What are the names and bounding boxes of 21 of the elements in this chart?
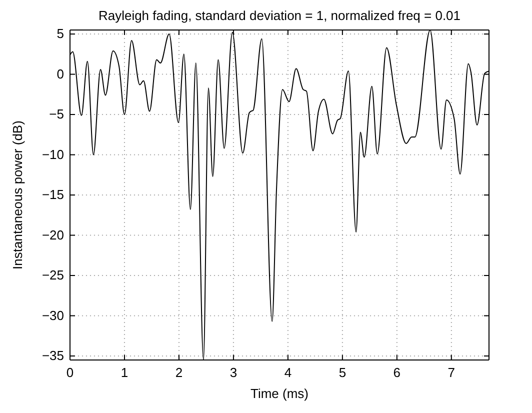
x-tick-label: 1 xyxy=(120,365,128,380)
x-tick-label: 7 xyxy=(448,365,456,380)
line-series xyxy=(70,30,490,360)
x-axis-title: Time (ms) xyxy=(250,386,309,401)
y-axis-title: Instantaneous power (dB) xyxy=(10,120,25,270)
y-tick-label: 0 xyxy=(56,66,64,82)
y-tick-label: −15 xyxy=(42,187,64,202)
y-tick-label: −35 xyxy=(42,348,64,364)
y-tick-label: −25 xyxy=(42,268,64,283)
x-tick-label: 5 xyxy=(338,365,346,380)
x-tick-label: 4 xyxy=(284,365,292,380)
y-tick-label: −5 xyxy=(49,106,64,122)
y-tick-label: −10 xyxy=(42,146,64,162)
y-tick-label: −30 xyxy=(42,308,64,323)
y-tick-label: −20 xyxy=(42,227,64,242)
x-tick-label: 6 xyxy=(393,365,401,380)
y-tick-label: 5 xyxy=(56,26,64,42)
x-tick-label: 0 xyxy=(66,365,74,380)
x-tick-label: 3 xyxy=(230,365,238,380)
x-tick-label: 2 xyxy=(175,365,183,380)
chart-title: Rayleigh fading, standard deviation = 1, normalized freq = 0.01 xyxy=(98,8,461,23)
